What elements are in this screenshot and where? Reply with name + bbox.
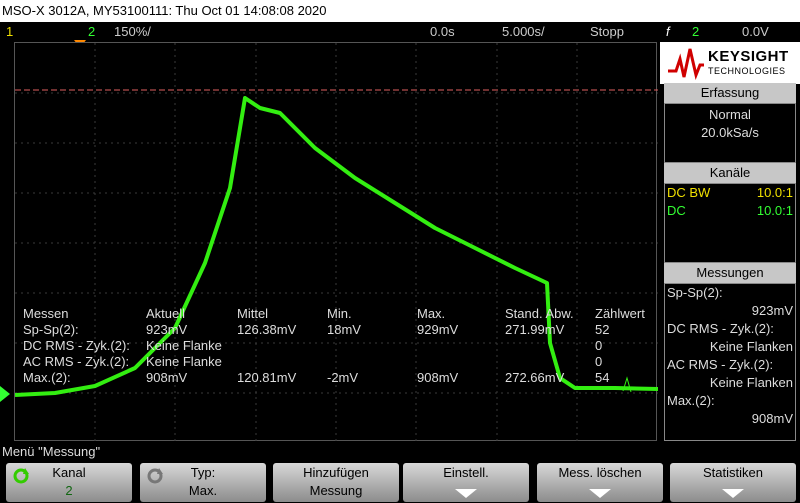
stats-header: Stand. Abw. [505,306,574,321]
softkey-label: Kanal [6,465,132,480]
stats-header: Aktuell [146,306,185,321]
stats-cell: 54 [595,370,609,385]
stats-cell: 271.99mV [505,322,565,337]
channels-title: Kanäle [664,163,796,183]
softkey-value: Messung [273,483,399,498]
stats-cell: 0 [595,338,602,353]
stats-cell: Keine Flanke [146,338,222,353]
softkey-label: Statistiken [670,465,796,480]
acquisition-section[interactable]: Normal 20.0kSa/s [664,103,796,163]
stats-cell: 126.38mV [237,322,297,337]
channel2-indicator[interactable]: 2 [88,22,95,42]
measurement-value: 908mV [665,410,795,428]
stats-cell: DC RMS - Zyk.(2): [23,338,130,353]
stats-cell: 120.81mV [237,370,297,385]
measurement-name: Max.(2): [665,392,795,410]
channel2-coupling: DC [667,202,686,220]
stats-cell: 923mV [146,322,188,337]
stats-cell: Keine Flanke [146,354,222,369]
stats-cell: 52 [595,322,609,337]
stats-header: Zählwert [595,306,645,321]
measurement-value: 923mV [665,302,795,320]
stats-header: Messen [23,306,69,321]
softkey-value: Max. [140,483,266,498]
stats-cell: 908mV [146,370,188,385]
status-bar: 1 2 150%/ 0.0s 5.000s/ Stopp f 2 0.0V [0,22,800,42]
channels-section[interactable]: DC BW 10.0:1 DC 10.0:1 [664,183,796,263]
measurement-name: DC RMS - Zyk.(2): [665,320,795,338]
submenu-arrow-icon [722,489,744,498]
stats-cell: Sp-Sp(2): [23,322,79,337]
timebase-value: 5.000s/ [502,22,545,42]
brand-name: KEYSIGHT [708,48,789,65]
measurements-title: Messungen [664,263,796,283]
stats-cell: 18mV [327,322,361,337]
horizontal-delay: 0.0s [430,22,455,42]
trigger-edge-icon: f [666,22,670,42]
graticule: Messen Aktuell Mittel Min. Max. Stand. A… [15,43,658,442]
trigger-channel: 2 [692,22,699,42]
measurements-section[interactable]: Sp-Sp(2): 923mV DC RMS - Zyk.(2): Keine … [664,283,796,441]
softkey-value: 2 [6,483,132,498]
keysight-logo: KEYSIGHT TECHNOLOGIES [660,42,800,84]
trigger-level: 0.0V [742,22,769,42]
channel2-probe: 10.0:1 [757,202,793,220]
channel1-coupling: DC BW [667,184,710,202]
measurement-name: AC RMS - Zyk.(2): [665,356,795,374]
stats-cell: AC RMS - Zyk.(2): [23,354,129,369]
ground-marker-icon[interactable] [0,384,14,404]
softkey-settings[interactable]: Einstell. [403,463,529,502]
title-bar: MSO-X 3012A, MY53100111: Thu Oct 01 14:0… [0,0,800,22]
stats-cell: 929mV [417,322,459,337]
softkey-clear-measurements[interactable]: Mess. löschen [537,463,663,502]
stats-header: Max. [417,306,445,321]
run-state: Stopp [590,22,624,42]
stats-cell: 272.66mV [505,370,565,385]
stats-cell: -2mV [327,370,358,385]
stats-header: Mittel [237,306,268,321]
stats-cell: 0 [595,354,602,369]
stats-header: Min. [327,306,352,321]
softkey-add-measurement[interactable]: Hinzufügen Messung [273,463,399,502]
keysight-wave-icon [666,45,706,81]
channel1-probe: 10.0:1 [757,184,793,202]
measurement-value: Keine Flanken [665,374,795,392]
softkey-label: Einstell. [403,465,529,480]
stats-cell: Max.(2): [23,370,71,385]
softkey-label: Typ: [140,465,266,480]
softkey-type[interactable]: Typ: Max. [140,463,266,502]
submenu-arrow-icon [455,489,477,498]
acquisition-title: Erfassung [664,83,796,103]
brand-subtitle: TECHNOLOGIES [708,66,786,76]
submenu-arrow-icon [589,489,611,498]
side-panel: KEYSIGHT TECHNOLOGIES Erfassung Normal 2… [660,42,800,441]
window-title: MSO-X 3012A, MY53100111: Thu Oct 01 14:0… [0,3,327,18]
softkey-statistics[interactable]: Statistiken [670,463,796,502]
acquisition-mode: Normal [665,106,795,124]
softkey-channel[interactable]: Kanal 2 [6,463,132,502]
waveform-display[interactable]: Messen Aktuell Mittel Min. Max. Stand. A… [14,42,657,441]
menu-title: Menü "Messung" [0,443,800,461]
softkey-label: Mess. löschen [537,465,663,480]
vertical-scale: 150%/ [114,22,151,42]
channel1-indicator[interactable]: 1 [6,22,13,42]
stats-cell: 908mV [417,370,459,385]
softkey-label: Hinzufügen [273,465,399,480]
measurement-name: Sp-Sp(2): [665,284,795,302]
measurement-value: Keine Flanken [665,338,795,356]
sample-rate: 20.0kSa/s [665,124,795,142]
softkey-bar: Kanal 2 Typ: Max. Hinzufügen Messung Ein… [0,461,800,503]
